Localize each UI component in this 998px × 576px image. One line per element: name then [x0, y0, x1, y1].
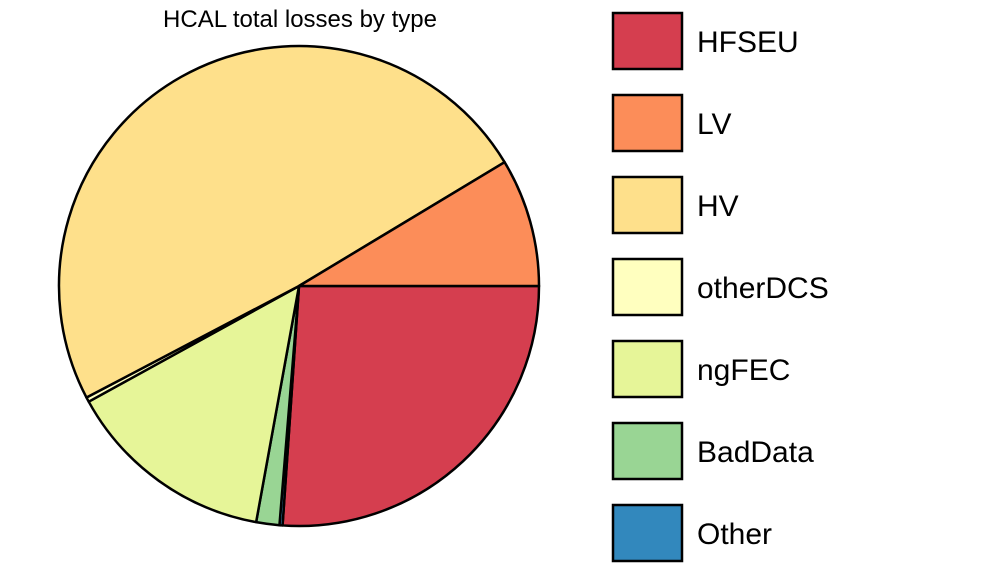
legend-label-hv: HV [697, 190, 739, 223]
legend-item-baddata: BadData [611, 421, 814, 481]
legend-swatch-otherdcs [611, 257, 684, 317]
legend-label-lv: LV [697, 108, 731, 141]
legend-swatch-ngfec [611, 339, 684, 399]
legend-item-ngfec: ngFEC [611, 339, 790, 399]
pie-slices [57, 44, 541, 528]
pie-slice-lv [297, 160, 541, 288]
legend-label-other: Other [697, 518, 772, 551]
legend: HFSEU LV HV otherDCS ngFEC BadData Other [611, 11, 829, 563]
chart-title: HCAL total losses by type [163, 6, 437, 33]
legend-label-ngfec: ngFEC [697, 354, 790, 387]
legend-swatch-hfseu [611, 11, 684, 71]
pie-slice-hfseu [281, 284, 541, 528]
legend-swatch-lv [611, 93, 684, 153]
legend-swatch-other [611, 503, 684, 563]
legend-label-otherdcs: otherDCS [697, 272, 829, 305]
legend-item-hfseu: HFSEU [611, 11, 799, 71]
legend-item-hv: HV [611, 175, 739, 235]
pie-slice-hv [57, 44, 506, 399]
legend-item-otherdcs: otherDCS [611, 257, 829, 317]
legend-item-other: Other [611, 503, 772, 563]
legend-item-lv: LV [611, 93, 731, 153]
legend-swatch-baddata [611, 421, 684, 481]
legend-swatch-hv [611, 175, 684, 235]
legend-label-hfseu: HFSEU [697, 26, 799, 59]
pie-slice-ngfec [87, 284, 301, 524]
legend-label-baddata: BadData [697, 436, 814, 469]
